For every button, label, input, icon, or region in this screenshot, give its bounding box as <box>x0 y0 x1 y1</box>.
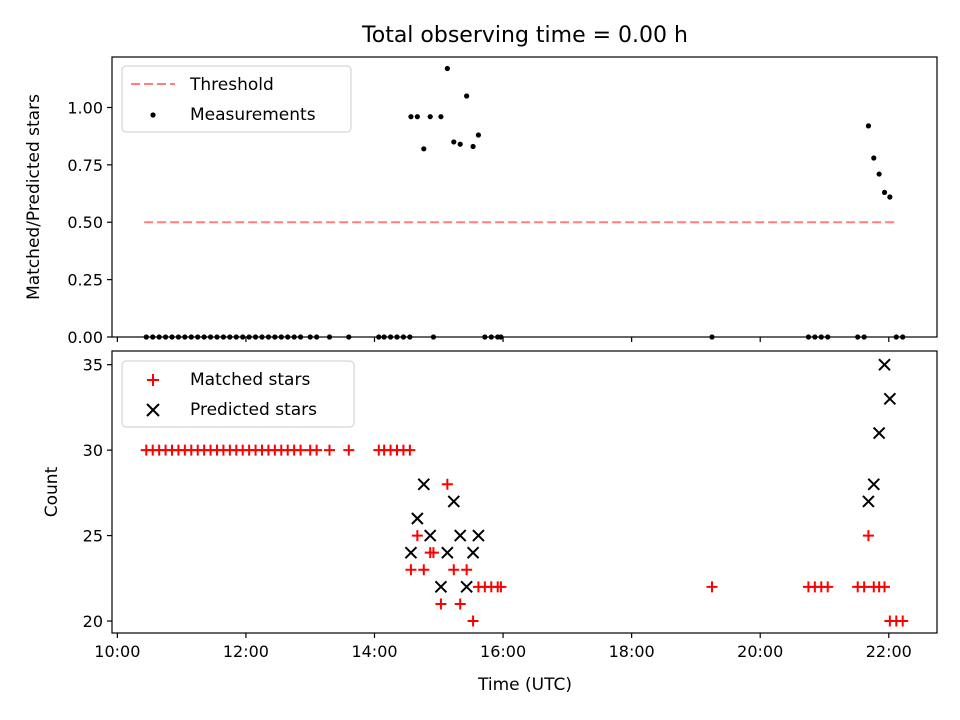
matched-star-point <box>404 444 416 456</box>
matched-star-point <box>897 615 909 627</box>
matched-star-point <box>324 444 335 456</box>
predicted-star-point <box>460 580 473 594</box>
matched-star-point <box>343 444 355 456</box>
predicted-star-point <box>411 512 424 525</box>
bottom-panel: 20 25 30 35 10:00 12:00 14:00 16:00 18:00 20:00 2… <box>42 350 938 695</box>
matched-star-point <box>879 581 890 593</box>
predicted-star-point <box>867 478 880 491</box>
bottom-y-tick-label: 35 <box>83 356 103 375</box>
top-y-tick-label: 0.50 <box>67 213 103 232</box>
bottom-legend-box <box>121 360 355 428</box>
predicted-star-point <box>472 529 485 542</box>
measurement-point <box>444 65 450 72</box>
top-panel-frame <box>111 56 938 338</box>
measurement-point <box>876 171 882 177</box>
bottom-x-tick-label: 16:00 <box>480 642 526 661</box>
measurement-point <box>881 189 888 196</box>
measurement-point <box>865 123 872 129</box>
measurement-point <box>421 146 427 152</box>
bottom-x-tick-label: 10:00 <box>94 642 140 661</box>
matched-star-point <box>435 598 447 610</box>
legend-measurements-swatch <box>150 112 156 118</box>
matched-star-point <box>441 478 453 490</box>
predicted-star-point <box>872 426 886 440</box>
matched-star-point <box>311 444 323 456</box>
bottom-legend: Matched stars Predicted stars <box>121 360 355 428</box>
predicted-star-point <box>878 358 891 371</box>
legend-predicted-label: Predicted stars <box>190 400 317 420</box>
bottom-x-tick-label: 22:00 <box>866 642 912 661</box>
predicted-star-point <box>447 495 460 508</box>
top-y-ticks: 0.00 0.25 0.50 0.75 1.00 <box>67 98 112 347</box>
measurement-point <box>871 155 877 161</box>
top-y-tick-label: 0.25 <box>67 271 103 290</box>
bottom-x-tick-label: 12:00 <box>223 642 269 661</box>
measurement-point <box>464 93 470 99</box>
top-x-ticks <box>116 337 890 342</box>
top-y-tick-label: 1.00 <box>67 98 103 117</box>
bottom-x-tick-label: 18:00 <box>609 642 655 661</box>
bottom-y-tick-label: 25 <box>83 527 103 546</box>
matched-star-point <box>411 530 423 542</box>
bottom-y-tick-label: 20 <box>83 612 103 631</box>
top-legend-box <box>121 65 352 133</box>
matched-star-point <box>822 581 834 593</box>
matched-star-point <box>706 581 718 593</box>
legend-matched-swatch <box>147 374 159 386</box>
measurement-point <box>470 143 476 150</box>
measurement-point <box>408 114 414 120</box>
bottom-x-tick-label: 20:00 <box>737 642 783 661</box>
bottom-y-axis-label: Count <box>42 466 62 517</box>
matched-star-point <box>862 530 874 542</box>
predicted-star-point <box>434 580 448 594</box>
bottom-x-axis-label: Time (UTC) <box>477 675 572 695</box>
bottom-y-tick-label: 30 <box>83 441 103 460</box>
matched-star-point <box>454 598 466 610</box>
matched-star-point <box>295 444 307 456</box>
top-y-tick-label: 0.00 <box>67 328 103 347</box>
legend-threshold-label: Threshold <box>189 75 274 95</box>
measurement-point <box>475 132 482 138</box>
matched-star-point <box>427 547 439 559</box>
legend-predicted-swatch <box>146 403 160 417</box>
measurement-point <box>414 114 420 120</box>
matched-star-point <box>405 564 417 576</box>
top-panel-title: Total observing time = 0.00 h <box>361 23 688 48</box>
matched-star-point <box>467 615 479 627</box>
measurement-point <box>887 194 893 200</box>
predicted-star-point <box>441 546 454 559</box>
predicted-star-point <box>466 546 480 559</box>
measurement-point <box>427 114 433 120</box>
top-legend: Threshold Measurements <box>121 65 352 133</box>
bottom-panel-frame <box>111 350 938 634</box>
measurement-point <box>438 114 444 120</box>
bottom-panel-marks <box>140 358 909 627</box>
legend-matched-label: Matched stars <box>190 370 310 390</box>
predicted-star-point <box>417 478 430 491</box>
matched-star-point <box>448 564 460 576</box>
predicted-star-point <box>883 392 897 406</box>
matched-star-point <box>495 581 507 593</box>
top-y-tick-label: 0.75 <box>67 156 103 175</box>
predicted-star-point <box>424 529 437 542</box>
predicted-star-point <box>454 529 467 542</box>
predicted-star-point <box>404 546 418 559</box>
measurement-point <box>451 139 457 145</box>
legend-measurements-label: Measurements <box>190 105 316 125</box>
matched-star-point <box>461 564 473 576</box>
matched-star-point <box>418 564 430 576</box>
measurement-point <box>457 141 463 147</box>
bottom-x-tick-label: 14:00 <box>351 642 397 661</box>
matched-star-point <box>858 581 870 593</box>
top-y-axis-label: Matched/Predicted stars <box>24 94 44 300</box>
bottom-y-ticks: 20 25 30 35 <box>83 356 112 631</box>
bottom-x-ticks: 10:00 12:00 14:00 16:00 18:00 20:00 22:00 <box>94 633 912 661</box>
predicted-star-point <box>862 495 875 508</box>
top-panel: Total observing time = 0.00 h 0.000.250.… <box>24 23 938 347</box>
